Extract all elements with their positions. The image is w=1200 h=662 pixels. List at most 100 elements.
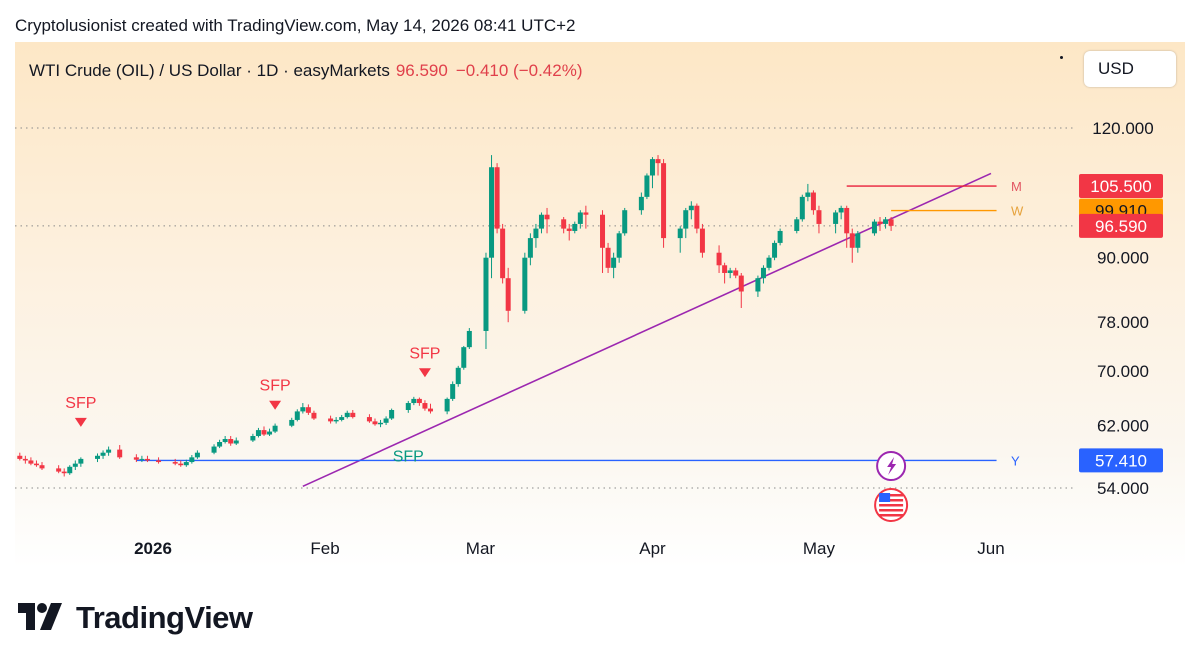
tradingview-logo[interactable]: TradingView [18, 600, 253, 636]
candle [849, 228, 855, 263]
candle-body [78, 458, 84, 464]
candle [455, 365, 461, 387]
candle-body [427, 408, 433, 412]
candle [233, 437, 239, 446]
candle [156, 457, 162, 464]
candle [727, 267, 733, 279]
flag-canton [879, 493, 891, 502]
candle-body [638, 196, 644, 211]
candle-body [799, 196, 805, 220]
currency-button[interactable]: USD [1084, 51, 1176, 87]
candle-body [616, 233, 622, 258]
candle-body [267, 431, 273, 435]
candle [33, 460, 39, 467]
candle [777, 228, 783, 246]
candle-body [95, 455, 101, 459]
candle [28, 457, 34, 466]
candle-body [261, 430, 267, 435]
candle-body [583, 212, 589, 215]
candle-body [483, 257, 489, 331]
candle [577, 210, 583, 229]
candle [638, 192, 644, 215]
candle [272, 423, 278, 434]
x-tick-label: Jun [977, 539, 1004, 558]
candle [483, 252, 489, 350]
candle-body [56, 468, 62, 472]
candle [72, 460, 78, 470]
flag-stripe [879, 494, 904, 497]
candle-body [455, 367, 461, 385]
candle [572, 221, 578, 234]
candle [389, 408, 395, 420]
sfp-marker-icon [74, 417, 87, 427]
candle-body [772, 242, 778, 258]
candle [61, 468, 67, 477]
candle-body [738, 275, 744, 292]
candle-body [527, 238, 533, 258]
candle [544, 207, 550, 234]
candle [378, 419, 384, 428]
candle [883, 217, 889, 229]
candle [255, 427, 261, 438]
candle-body [505, 278, 511, 311]
candle [694, 203, 700, 234]
y-tick-label: 78.000 [1097, 313, 1149, 332]
candle-body [572, 223, 578, 231]
candle-body [877, 221, 883, 224]
candle-body [816, 210, 822, 224]
candle-body [644, 175, 650, 197]
level-label: M [1011, 179, 1022, 194]
candle-body [233, 440, 239, 444]
candle-body [228, 438, 234, 444]
candle [733, 267, 739, 279]
candle [106, 446, 112, 456]
candle-body [416, 398, 422, 404]
chart-credit: Cryptolusionist created with TradingView… [15, 16, 576, 35]
x-tick-label: Mar [466, 539, 496, 558]
candle [422, 400, 428, 411]
candle [289, 417, 295, 428]
candle-body [605, 247, 611, 268]
candle [305, 404, 311, 415]
candle-body [250, 436, 256, 441]
candle-body [178, 463, 184, 466]
candle-body [333, 419, 339, 422]
candle-body [611, 257, 617, 268]
candle-body [255, 430, 261, 437]
candle-body [622, 210, 628, 234]
candle-body [500, 228, 506, 279]
candle [722, 262, 728, 284]
candle-body [683, 210, 689, 229]
candle-body [61, 471, 67, 474]
candle [494, 163, 500, 234]
candle-body [766, 257, 772, 268]
candle-body [411, 398, 417, 404]
candle-body [760, 267, 766, 279]
candle-body [794, 219, 800, 231]
candle [228, 436, 234, 446]
candle-body [694, 205, 700, 229]
price-tag-label: 57.410 [1095, 451, 1147, 470]
candle [144, 455, 150, 463]
candle [461, 345, 467, 370]
candle [222, 436, 228, 444]
sfp-label: SFP [393, 448, 424, 465]
candle [816, 205, 822, 234]
candle [688, 201, 694, 220]
candle-body [600, 214, 606, 248]
price-chart[interactable]: MW Y SFP SFP SFP SFP 120.000 90.000 78.000 70.000… [15, 42, 1185, 568]
candle-body [189, 457, 195, 463]
candle-body [833, 212, 839, 224]
candle-body [566, 228, 572, 231]
candle [250, 433, 256, 443]
candle [616, 230, 622, 263]
price-tag-label: 96.590 [1095, 217, 1147, 236]
candle [716, 245, 722, 273]
candle [566, 223, 572, 241]
candle-body [716, 252, 722, 266]
candle-body [211, 446, 217, 453]
candle [217, 439, 223, 449]
lightning-icon [887, 457, 897, 475]
chart-area[interactable]: M W Y SFP SFP SFP SFP 120.000 90.000 78.000 70.000… [15, 42, 1185, 568]
candle-body [844, 207, 850, 234]
